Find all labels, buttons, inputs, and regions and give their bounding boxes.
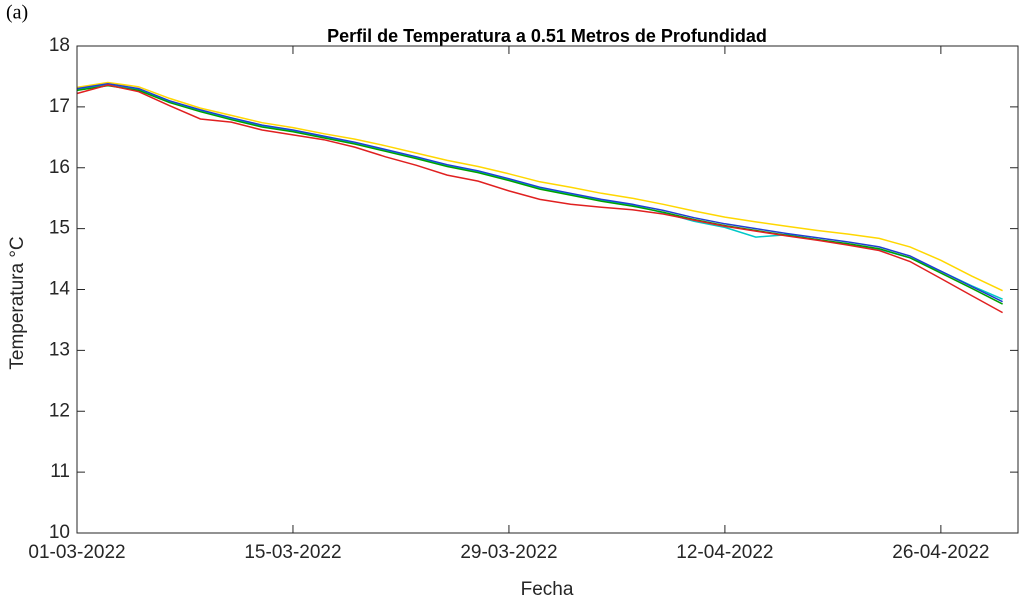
x-tick-label: 15-03-2022 (244, 542, 341, 563)
x-tick-label: 12-04-2022 (676, 542, 773, 563)
y-axis-label: Temperatura °C (7, 236, 28, 369)
y-tick-label: 11 (50, 461, 70, 482)
y-tick-label: 13 (49, 339, 70, 360)
y-tick-label: 10 (49, 522, 70, 543)
chart-title: Perfil de Temperatura a 0.51 Metros de P… (327, 26, 767, 46)
panel-label: (a) (6, 2, 28, 24)
series-line (76, 82, 1003, 303)
x-tick-label: 26-04-2022 (892, 542, 989, 563)
y-tick-label: 17 (49, 96, 70, 117)
series-line (76, 81, 1003, 292)
x-tick-label: 29-03-2022 (460, 542, 557, 563)
y-tick-label: 16 (49, 157, 70, 178)
y-tick-label: 12 (49, 400, 70, 421)
series-line (76, 84, 1003, 305)
x-axis-label: Fecha (521, 579, 574, 600)
y-tick-label: 15 (49, 218, 70, 239)
y-tick-label: 18 (49, 35, 70, 56)
y-tick-label: 14 (49, 279, 71, 300)
x-tick-label: 01-03-2022 (28, 542, 125, 563)
series-line (76, 84, 1003, 314)
